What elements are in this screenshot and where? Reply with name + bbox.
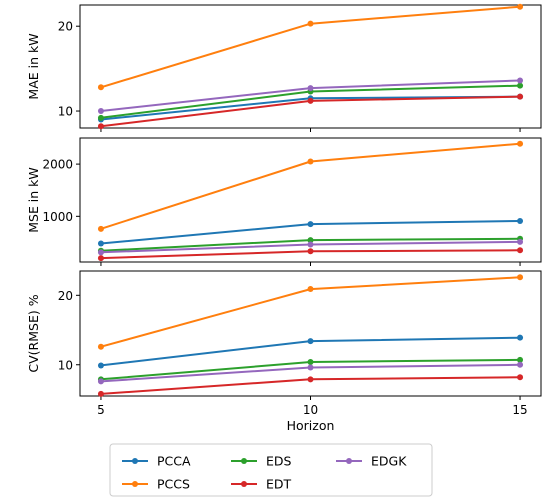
data-point [307,241,314,248]
x-tick-label: 10 [303,403,318,417]
y-axis-label: MSE in kW [26,167,41,233]
series-edt [97,93,524,130]
data-point [97,343,104,350]
data-point [307,358,314,365]
data-point [517,238,524,245]
series-pccs [97,140,524,232]
series-eds [97,82,524,121]
data-point [307,338,314,345]
legend-marker [346,458,352,464]
legend-label: EDS [266,454,292,469]
legend-label: PCCA [157,454,191,469]
series-edgk [97,238,524,256]
data-point [307,248,314,255]
data-point [517,77,524,84]
data-point [517,3,524,10]
data-point [517,93,524,100]
data-point [307,286,314,293]
y-tick-label: 20 [58,20,73,34]
data-point [97,378,104,385]
data-point [97,255,104,262]
legend-entry-edgk: EDGK [336,454,407,469]
data-point [97,123,104,130]
y-axis-label: MAE in kW [26,33,41,99]
legend-entry-pccs: PCCS [122,477,190,492]
data-point [307,364,314,371]
legend-marker [241,481,247,487]
data-point [97,362,104,369]
chart-panel-1: 10 20 MAE in kW [26,3,542,132]
data-point [97,390,104,397]
series-pcca [97,334,524,369]
data-point [517,82,524,89]
x-axis-label: Horizon [287,418,335,433]
series-eds [97,356,524,383]
y-tick-label: 10 [58,105,73,119]
data-point [307,221,314,228]
y-tick-label: 10 [58,358,73,372]
legend-entry-edt: EDT [231,477,292,492]
legend-label: EDT [266,477,292,492]
legend-entry-pcca: PCCA [122,454,191,469]
chart-panel-3: 10 20 5 10 15 CV(RMSE) % Horizon [26,270,542,433]
legend-marker [241,458,247,464]
series-pccs [97,274,524,350]
data-point [517,247,524,254]
x-tick-label: 15 [512,403,527,417]
series-pcca [97,218,524,247]
legend-label: PCCS [157,477,190,492]
legend-box [109,443,433,497]
x-tick-label: 5 [97,403,105,417]
data-point [307,376,314,383]
data-point [307,158,314,165]
series-edgk [97,77,524,115]
legend-label: EDGK [371,454,407,469]
data-point [307,237,314,244]
data-point [97,84,104,91]
legend-entry-eds: EDS [231,454,292,469]
data-point [517,361,524,368]
legend: PCCA PCCS EDS EDT EDGK [109,443,433,497]
data-point [307,97,314,104]
data-point [97,225,104,232]
data-point [97,240,104,247]
series-edt [97,374,524,397]
series-edgk [97,361,524,385]
data-point [97,114,104,121]
y-tick-label: 2000 [42,158,73,172]
data-point [517,334,524,341]
legend-marker [132,481,138,487]
data-point [517,274,524,281]
data-point [517,374,524,381]
data-point [307,20,314,27]
data-point [517,356,524,363]
y-axis-label: CV(RMSE) % [26,294,41,372]
data-point [517,140,524,147]
data-point [517,218,524,225]
y-tick-label: 1000 [42,210,73,224]
series-line [100,5,521,89]
y-tick-label: 20 [58,289,73,303]
series-pccs [97,3,524,91]
legend-marker [132,458,138,464]
data-point [97,249,104,256]
data-point [97,108,104,115]
series-line [100,142,521,230]
data-point [307,85,314,92]
series-edt [97,247,524,262]
